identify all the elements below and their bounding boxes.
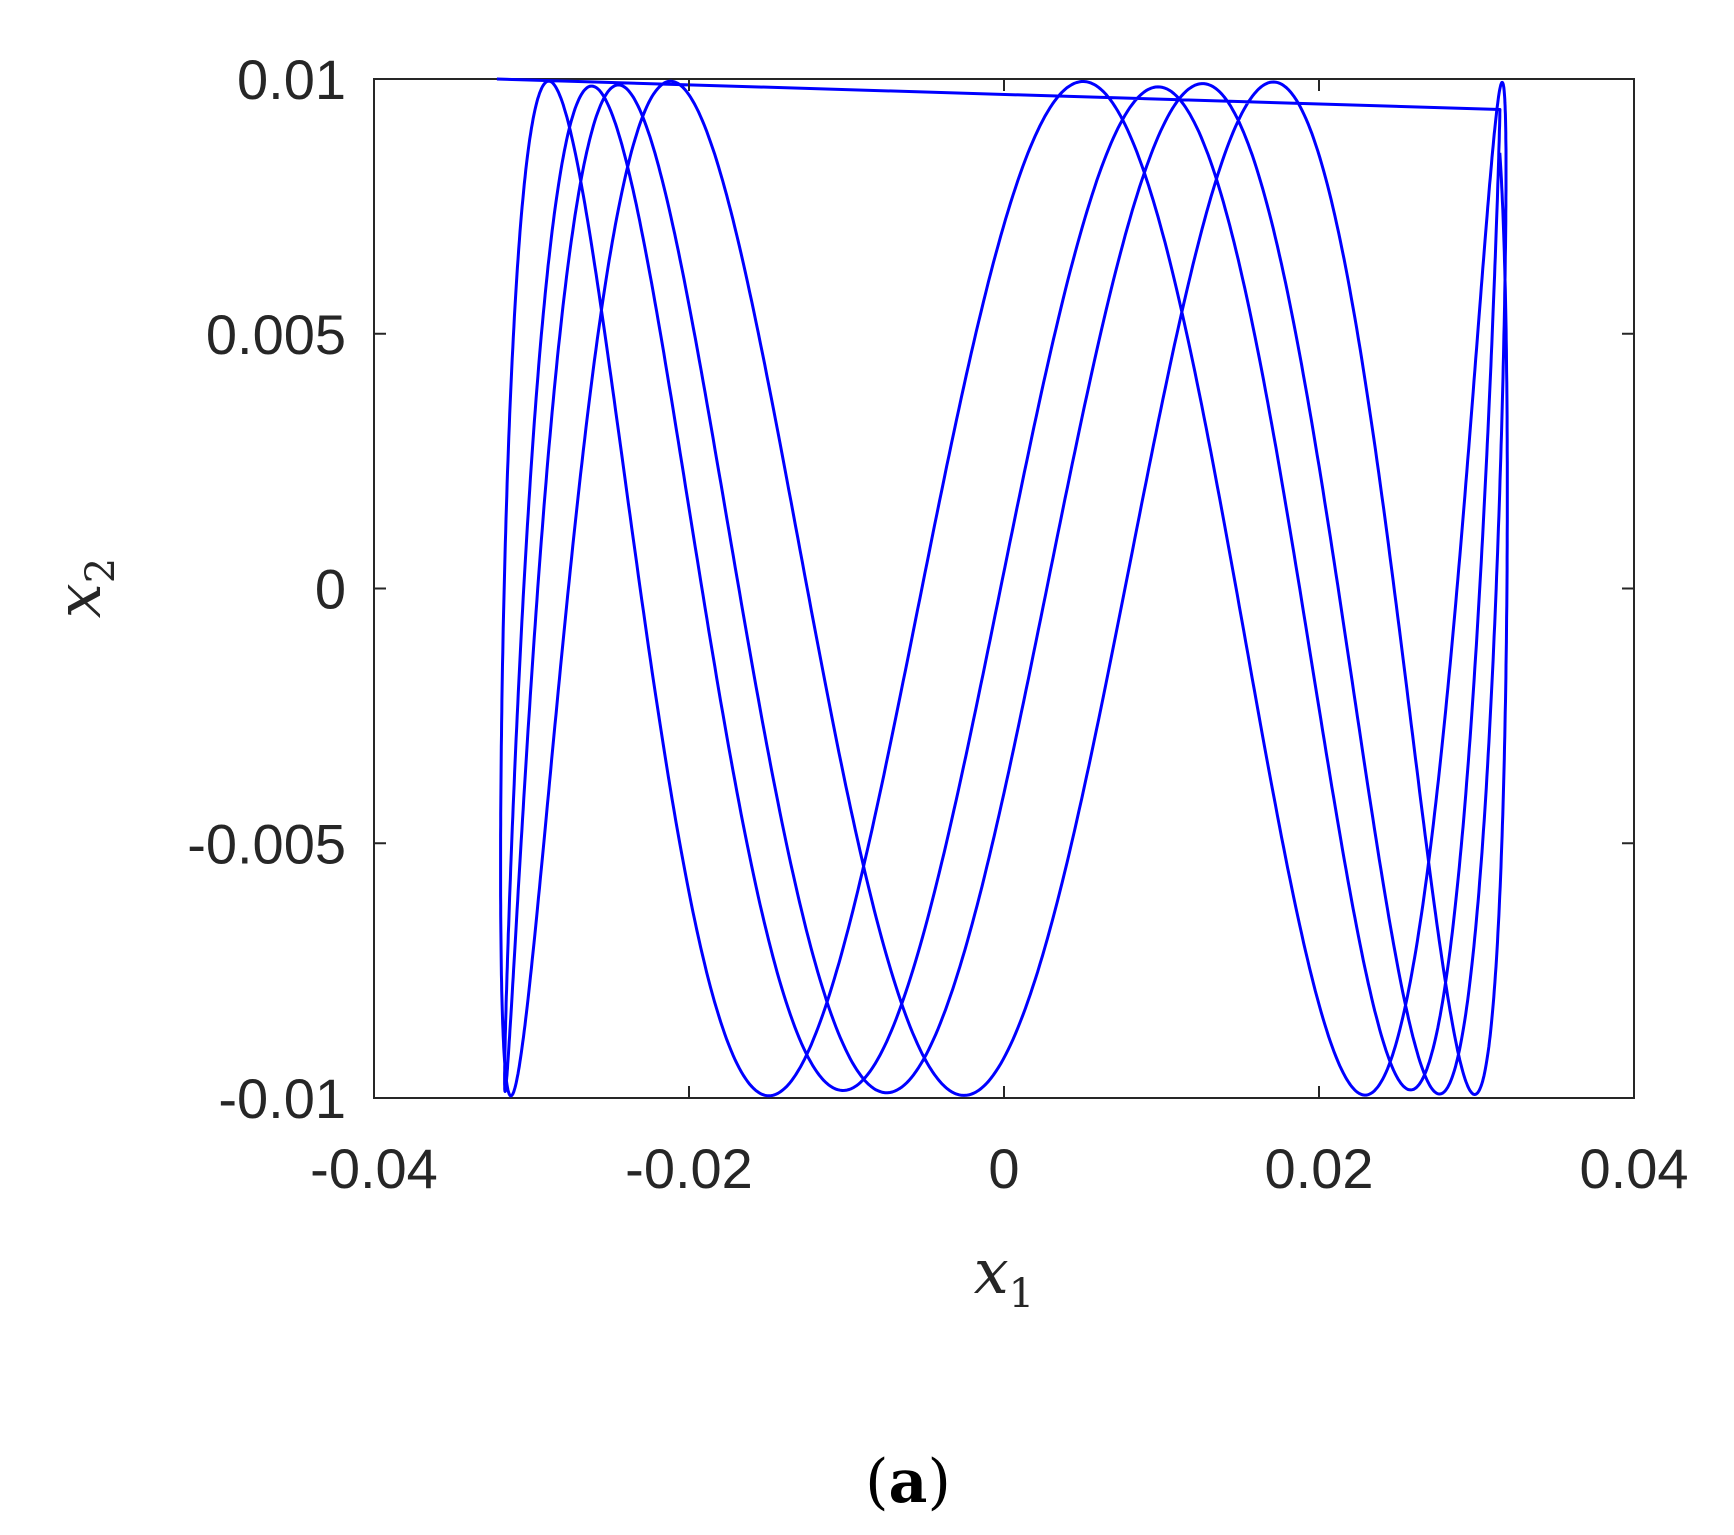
x-axis-title: x1 (974, 1235, 1034, 1317)
x-tick-label: 0.04 (1580, 1137, 1689, 1200)
x-tick-label: 0.02 (1265, 1137, 1374, 1200)
x-axis-ticks: -0.04 -0.02 0 0.02 0.04 (310, 79, 1689, 1200)
x-tick-label: 0 (988, 1137, 1019, 1200)
trajectory-series (496, 77, 1509, 1098)
y-axis-title: x2 (42, 558, 124, 618)
plot-area: -0.04 -0.02 0 0.02 0.04 -0.01 -0.005 0 0.005 0.0… (187, 48, 1688, 1200)
y-tick-label: 0 (315, 558, 346, 621)
panel-label-letter: a (889, 1447, 928, 1517)
x-axis-title-var: x (974, 1235, 1009, 1308)
x-tick-label: -0.04 (310, 1137, 438, 1200)
panel-label-close: ) (927, 1447, 950, 1517)
x-axis-title-subscript: 1 (1009, 1271, 1034, 1317)
y-tick-label: 0.005 (206, 303, 346, 366)
panel-label: (a) (865, 1447, 951, 1517)
y-tick-label: 0.01 (237, 48, 346, 111)
y-axis-title-var: x (42, 583, 115, 618)
y-tick-label: -0.005 (187, 812, 346, 875)
panel-label-open: ( (865, 1447, 888, 1517)
trajectory-line (496, 77, 1509, 1098)
y-axis-ticks: -0.01 -0.005 0 0.005 0.01 (187, 48, 1634, 1130)
y-axis-title-subscript: 2 (78, 558, 124, 583)
y-tick-label: -0.01 (218, 1067, 346, 1130)
axes-box (373, 78, 1635, 1099)
x-tick-label: -0.02 (625, 1137, 753, 1200)
